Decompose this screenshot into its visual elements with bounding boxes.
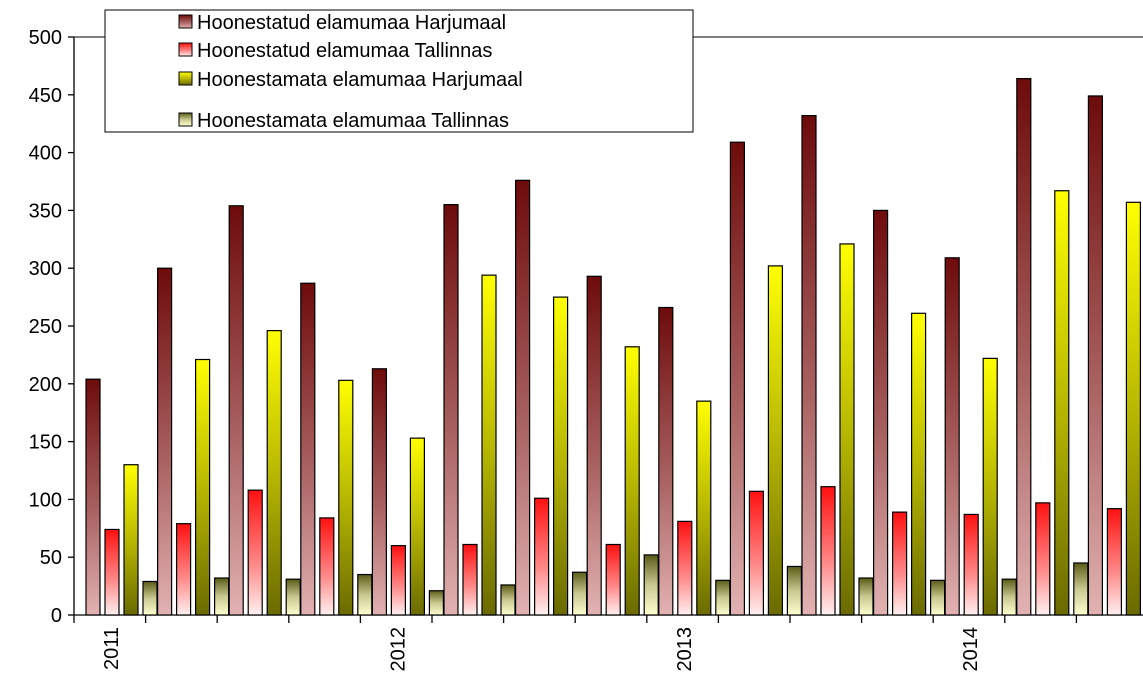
bar-series-1 bbox=[1087, 95, 1104, 616]
bar-series-3 bbox=[1125, 201, 1142, 616]
bar-series-2 bbox=[963, 513, 979, 616]
bar-series-3 bbox=[624, 346, 640, 616]
legend-swatch bbox=[178, 112, 193, 127]
legend-item: Hoonestatud elamumaa Tallinnas bbox=[178, 40, 492, 62]
bar-series-4 bbox=[1001, 578, 1017, 616]
y-axis: 0 50 100 150 200 250 300 350 400 450 500 bbox=[29, 27, 75, 627]
bar-series-3 bbox=[409, 437, 425, 616]
y-tick-label: 350 bbox=[29, 200, 62, 222]
bar-series-4 bbox=[571, 571, 588, 616]
bar-series-2 bbox=[1106, 508, 1123, 616]
bar-series-4 bbox=[858, 577, 874, 616]
bar-series-3 bbox=[767, 265, 784, 616]
bar-series-1 bbox=[371, 368, 387, 616]
bar-series-2 bbox=[104, 528, 120, 616]
bar-series-4 bbox=[357, 573, 373, 616]
x-tick-label: 2013 bbox=[674, 627, 696, 672]
legend-item: Hoonestatud elamumaa Harjumaal bbox=[178, 12, 506, 34]
x-tick-label: 2012 bbox=[387, 627, 409, 672]
bar-series-3 bbox=[481, 274, 497, 616]
y-tick-label: 300 bbox=[29, 258, 62, 280]
y-tick-label: 0 bbox=[51, 605, 62, 627]
bar-series-2 bbox=[533, 497, 550, 616]
bar-series-3 bbox=[910, 312, 927, 616]
bar-series-1 bbox=[228, 205, 244, 616]
legend-label: Hoonestamata elamumaa Tallinnas bbox=[197, 110, 509, 132]
legend-label: Hoonestatud elamumaa Harjumaal bbox=[197, 12, 506, 34]
bar-series-3 bbox=[696, 400, 712, 616]
legend-label: Hoonestatud elamumaa Tallinnas bbox=[197, 40, 492, 62]
y-tick-label: 150 bbox=[29, 432, 62, 454]
legend-item: Hoonestamata elamumaa Tallinnas bbox=[178, 110, 509, 132]
bar-series-3 bbox=[1054, 190, 1070, 616]
y-tick-label: 50 bbox=[40, 547, 62, 569]
bar-series-1 bbox=[157, 267, 173, 616]
bars bbox=[85, 78, 1142, 616]
bar-series-3 bbox=[552, 296, 569, 616]
bar-series-3 bbox=[195, 358, 211, 616]
bar-series-2 bbox=[820, 486, 836, 616]
bar-series-4 bbox=[643, 554, 659, 616]
bar-series-4 bbox=[1073, 562, 1089, 616]
bar-series-3 bbox=[266, 330, 282, 616]
bar-series-4 bbox=[929, 579, 946, 616]
bar-series-4 bbox=[715, 579, 731, 616]
legend-box bbox=[104, 9, 694, 133]
legend-swatch bbox=[178, 14, 193, 29]
bar-series-4 bbox=[142, 580, 158, 616]
y-tick-label: 200 bbox=[29, 374, 62, 396]
y-tick-label: 450 bbox=[29, 85, 62, 107]
y-tick-label: 400 bbox=[29, 143, 62, 165]
bar-series-2 bbox=[176, 523, 192, 616]
bar-series-2 bbox=[247, 489, 263, 616]
legend-item: Hoonestamata elamumaa Harjumaal bbox=[178, 69, 523, 91]
bar-series-1 bbox=[300, 282, 316, 616]
bar-series-2 bbox=[748, 490, 765, 616]
bar-series-2 bbox=[605, 543, 621, 616]
bar-series-2 bbox=[677, 520, 693, 616]
legend-swatch bbox=[178, 71, 193, 86]
bar-series-2 bbox=[462, 543, 478, 616]
bar-series-4 bbox=[428, 590, 444, 616]
bar-series-1 bbox=[872, 209, 889, 616]
bar-series-3 bbox=[338, 379, 354, 616]
legend-label: Hoonestamata elamumaa Harjumaal bbox=[197, 69, 523, 91]
bar-series-1 bbox=[443, 204, 459, 616]
bar-series-4 bbox=[500, 584, 516, 616]
legend: Hoonestatud elamumaa Harjumaal Hoonestat… bbox=[104, 9, 694, 133]
x-axis: 2011 2012 2013 2014 bbox=[73, 614, 1143, 672]
legend-swatch bbox=[178, 42, 193, 57]
bar-series-1 bbox=[85, 378, 101, 616]
bar-series-1 bbox=[944, 257, 960, 616]
bar-series-3 bbox=[123, 464, 139, 616]
x-tick-label: 2014 bbox=[960, 627, 982, 672]
bar-series-1 bbox=[586, 275, 602, 616]
bar-series-1 bbox=[658, 306, 674, 616]
bar-series-1 bbox=[514, 179, 531, 616]
bar-series-1 bbox=[729, 141, 746, 616]
bar-series-1 bbox=[1016, 78, 1032, 616]
y-tick-label: 500 bbox=[29, 27, 62, 49]
y-tick-label: 100 bbox=[29, 489, 62, 511]
bar-series-3 bbox=[982, 357, 998, 616]
bar-series-4 bbox=[285, 578, 301, 616]
bar-series-2 bbox=[891, 511, 908, 616]
bar-series-2 bbox=[319, 517, 335, 616]
bar-series-4 bbox=[786, 565, 803, 616]
bar-series-3 bbox=[839, 243, 855, 616]
bar-series-2 bbox=[1035, 502, 1051, 616]
bar-series-1 bbox=[801, 115, 817, 616]
bar-series-4 bbox=[214, 577, 230, 616]
y-tick-label: 250 bbox=[29, 316, 62, 338]
x-tick-label: 2011 bbox=[101, 627, 123, 670]
bar-series-2 bbox=[390, 545, 406, 616]
